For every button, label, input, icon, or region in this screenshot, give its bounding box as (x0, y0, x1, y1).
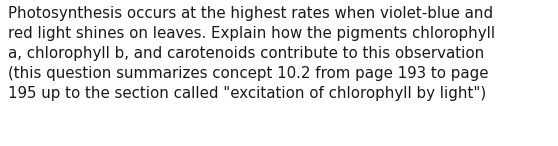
Text: Photosynthesis occurs at the highest rates when violet-blue and
red light shines: Photosynthesis occurs at the highest rat… (8, 6, 495, 101)
